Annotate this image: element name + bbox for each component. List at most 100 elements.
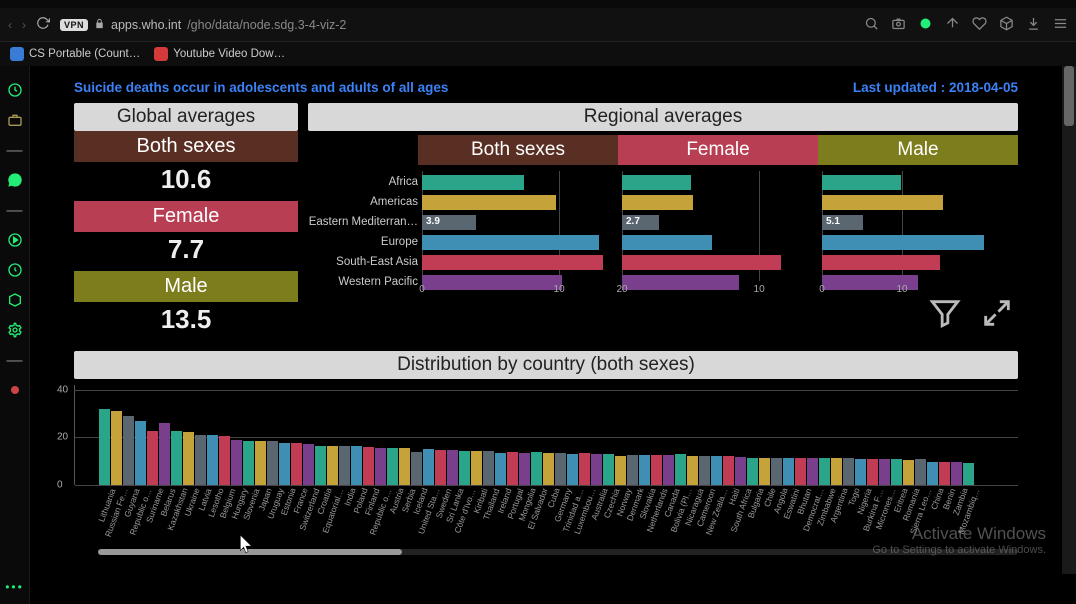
country-bar[interactable]: [411, 452, 422, 485]
country-bar[interactable]: [783, 458, 794, 485]
country-bar[interactable]: [375, 448, 386, 485]
heart-icon[interactable]: [972, 16, 987, 34]
country-bar[interactable]: [435, 450, 446, 485]
sidebar-play-icon[interactable]: [7, 232, 23, 248]
country-bar[interactable]: [759, 458, 770, 485]
region-bar[interactable]: [422, 255, 603, 270]
region-bar[interactable]: 5.1: [822, 215, 863, 230]
country-bar[interactable]: [183, 432, 194, 485]
country-bar[interactable]: [531, 452, 542, 485]
country-bar[interactable]: [351, 446, 362, 485]
sidebar-minus3-icon[interactable]: —: [7, 352, 23, 368]
back-button[interactable]: ‹: [8, 18, 12, 32]
shield-icon[interactable]: [918, 16, 933, 34]
country-bar[interactable]: [807, 458, 818, 485]
region-bar[interactable]: [622, 175, 691, 190]
country-scrollbar[interactable]: [98, 549, 1018, 555]
country-bar[interactable]: [555, 453, 566, 485]
country-bar[interactable]: [507, 452, 518, 485]
country-bar[interactable]: [735, 457, 746, 485]
sidebar-gear-icon[interactable]: [7, 322, 23, 338]
country-bar[interactable]: [819, 458, 830, 485]
country-bar[interactable]: [831, 458, 842, 485]
country-bar[interactable]: [711, 456, 722, 485]
country-bar[interactable]: [615, 456, 626, 485]
country-bar[interactable]: [579, 453, 590, 485]
country-bar[interactable]: [663, 455, 674, 485]
country-bar[interactable]: [279, 443, 290, 485]
country-bar[interactable]: [159, 423, 170, 485]
download-icon[interactable]: [1026, 16, 1041, 34]
bookmark-item[interactable]: CS Portable (Count…: [10, 47, 140, 61]
country-bar[interactable]: [303, 444, 314, 485]
country-bar[interactable]: [363, 447, 374, 485]
country-bar[interactable]: [135, 421, 146, 485]
country-bar[interactable]: [459, 451, 470, 486]
forward-button[interactable]: ›: [22, 18, 26, 32]
country-bar[interactable]: [651, 455, 662, 485]
country-bar[interactable]: [471, 451, 482, 485]
country-bar[interactable]: [687, 456, 698, 485]
country-bar[interactable]: [123, 416, 134, 486]
country-bar[interactable]: [219, 436, 230, 485]
country-bar[interactable]: [951, 462, 962, 485]
country-bar[interactable]: [891, 459, 902, 485]
country-bar[interactable]: [327, 446, 338, 485]
country-bar[interactable]: [915, 459, 926, 485]
country-bar[interactable]: [399, 448, 410, 485]
country-bar[interactable]: [315, 446, 326, 485]
region-bar[interactable]: [822, 195, 943, 210]
country-bar[interactable]: [447, 450, 458, 485]
region-bar[interactable]: [822, 235, 984, 250]
country-bar[interactable]: [771, 458, 782, 485]
country-bar[interactable]: [255, 441, 266, 485]
country-bar[interactable]: [867, 459, 878, 485]
country-bar[interactable]: [675, 454, 686, 485]
country-bar[interactable]: [171, 431, 182, 485]
country-bar[interactable]: [855, 459, 866, 485]
region-bar[interactable]: [622, 235, 712, 250]
country-bar[interactable]: [591, 454, 602, 485]
country-bar[interactable]: [567, 454, 578, 485]
country-bar[interactable]: [699, 456, 710, 485]
menu-icon[interactable]: [1053, 16, 1068, 34]
country-bar[interactable]: [747, 458, 758, 485]
region-bar[interactable]: [422, 175, 524, 190]
filter-icon[interactable]: [928, 296, 962, 335]
sidebar-cube-icon[interactable]: [7, 292, 23, 308]
sidebar-clock-icon[interactable]: [7, 82, 23, 98]
sidebar-minus2-icon[interactable]: —: [7, 202, 23, 218]
region-bar[interactable]: [822, 255, 940, 270]
sidebar-briefcase-icon[interactable]: [7, 112, 23, 128]
country-bar[interactable]: [387, 448, 398, 485]
country-bar[interactable]: [627, 455, 638, 486]
region-bar[interactable]: [622, 195, 693, 210]
country-bar[interactable]: [291, 443, 302, 485]
country-bar[interactable]: [195, 435, 206, 486]
country-bar[interactable]: [231, 440, 242, 486]
share-icon[interactable]: [945, 16, 960, 34]
country-bar[interactable]: [879, 459, 890, 485]
camera-icon[interactable]: [891, 16, 906, 34]
country-bar[interactable]: [99, 409, 110, 485]
country-bar[interactable]: [207, 435, 218, 486]
country-bar[interactable]: [939, 462, 950, 485]
country-bar[interactable]: [903, 460, 914, 485]
sidebar-more-icon[interactable]: •••: [5, 580, 24, 594]
country-bar[interactable]: [423, 449, 434, 485]
sidebar-minus-icon[interactable]: —: [7, 142, 23, 158]
expand-icon[interactable]: [980, 296, 1014, 335]
country-bar[interactable]: [111, 411, 122, 485]
country-bar[interactable]: [339, 446, 350, 485]
url-bar[interactable]: VPN apps.who.int/gho/data/node.sdg.3-4-v…: [60, 18, 854, 32]
country-bar[interactable]: [147, 431, 158, 485]
sidebar-whatsapp-icon[interactable]: [7, 172, 23, 188]
country-bar[interactable]: [843, 458, 854, 485]
country-bar[interactable]: [543, 453, 554, 485]
country-bar[interactable]: [603, 454, 614, 485]
region-bar[interactable]: [622, 275, 739, 290]
search-icon[interactable]: [864, 16, 879, 34]
country-bar[interactable]: [795, 458, 806, 485]
cube-icon[interactable]: [999, 16, 1014, 34]
region-bar[interactable]: 2.7: [622, 215, 659, 230]
